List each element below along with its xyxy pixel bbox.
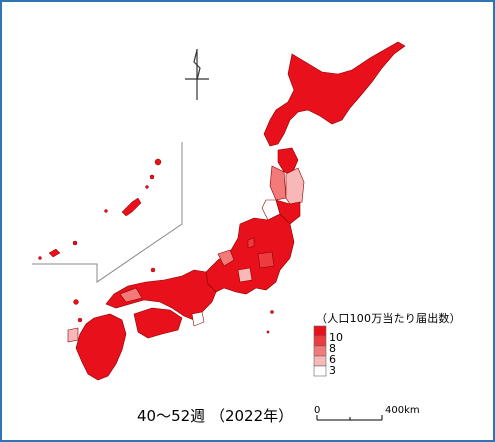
small-islands (73, 267, 274, 334)
region-tohoku-b (269, 165, 287, 201)
region-tohoku-c (285, 167, 305, 205)
region-kinki-chugoku (105, 269, 217, 321)
legend-label-8: 8 (329, 342, 336, 355)
legend-swatch-2 (313, 345, 327, 357)
region-kyushu (75, 313, 127, 381)
legend-label-6: 6 (329, 353, 336, 366)
region-sado (247, 237, 255, 249)
region-chubu-b (237, 267, 253, 283)
region-kanto-chubu (205, 213, 295, 295)
region-chubu-c (257, 251, 275, 269)
scale-bar (316, 415, 383, 421)
legend-label-3: 3 (329, 364, 336, 377)
legend-swatch-1 (313, 335, 327, 347)
legend-title: （人口100万当たり届出数） (316, 312, 461, 325)
scale-max-label: 400km (385, 405, 420, 416)
okinawa-islands (38, 158, 162, 260)
legend-label-10: 10 (329, 331, 343, 344)
period-label: 40～52週 （2022年） (137, 407, 294, 425)
legend-swatch-3 (313, 355, 327, 367)
legend-swatch-0 (313, 325, 327, 337)
legend-swatches (313, 325, 327, 377)
region-kyushu-a (67, 327, 79, 343)
scale-min-label: 0 (314, 405, 321, 416)
region-chubu-a (217, 249, 235, 267)
region-chugoku-b (191, 311, 205, 327)
region-chugoku-a (119, 287, 143, 303)
region-shikoku (133, 307, 183, 339)
legend-swatch-4 (313, 365, 327, 377)
inset-border (32, 142, 183, 283)
region-hokkaido (263, 41, 406, 147)
north-arrow-icon (185, 49, 209, 100)
